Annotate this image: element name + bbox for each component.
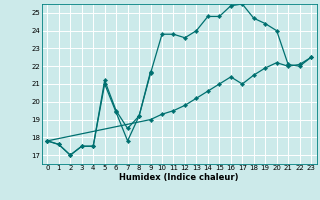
X-axis label: Humidex (Indice chaleur): Humidex (Indice chaleur): [119, 173, 239, 182]
